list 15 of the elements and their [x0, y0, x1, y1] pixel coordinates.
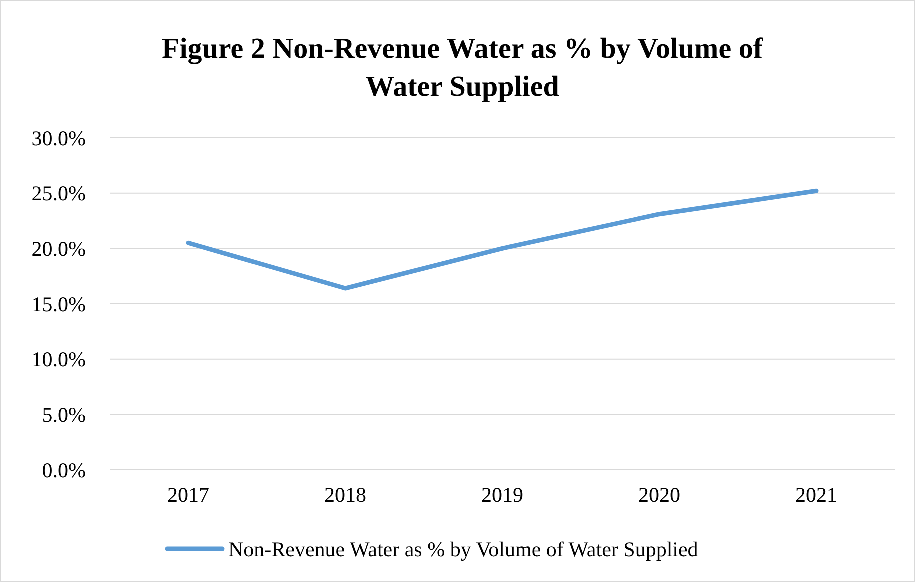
line-series — [186, 188, 819, 291]
y-tick-label: 0.0% — [42, 458, 86, 482]
y-tick-label: 30.0% — [32, 126, 86, 150]
x-tick-label: 2021 — [796, 483, 838, 507]
y-tick-label: 5.0% — [42, 403, 86, 428]
legend-label: Non-Revenue Water as % by Volume of Water Supplied — [228, 537, 699, 562]
y-tick-label: 10.0% — [32, 348, 86, 372]
y-tick-label: 15.0% — [32, 292, 86, 316]
chart-title: Figure 2 Non-Revenue Water as % by Volume of Water Supplied — [162, 33, 764, 103]
x-tick-label: 2017 — [168, 483, 210, 507]
x-tick-label: 2018 — [324, 483, 366, 507]
y-tick-label: 25.0% — [32, 182, 86, 206]
x-tick-label: 2020 — [638, 483, 680, 507]
x-tick-label: 2019 — [482, 483, 524, 507]
y-tick-label: 20.0% — [32, 237, 86, 262]
